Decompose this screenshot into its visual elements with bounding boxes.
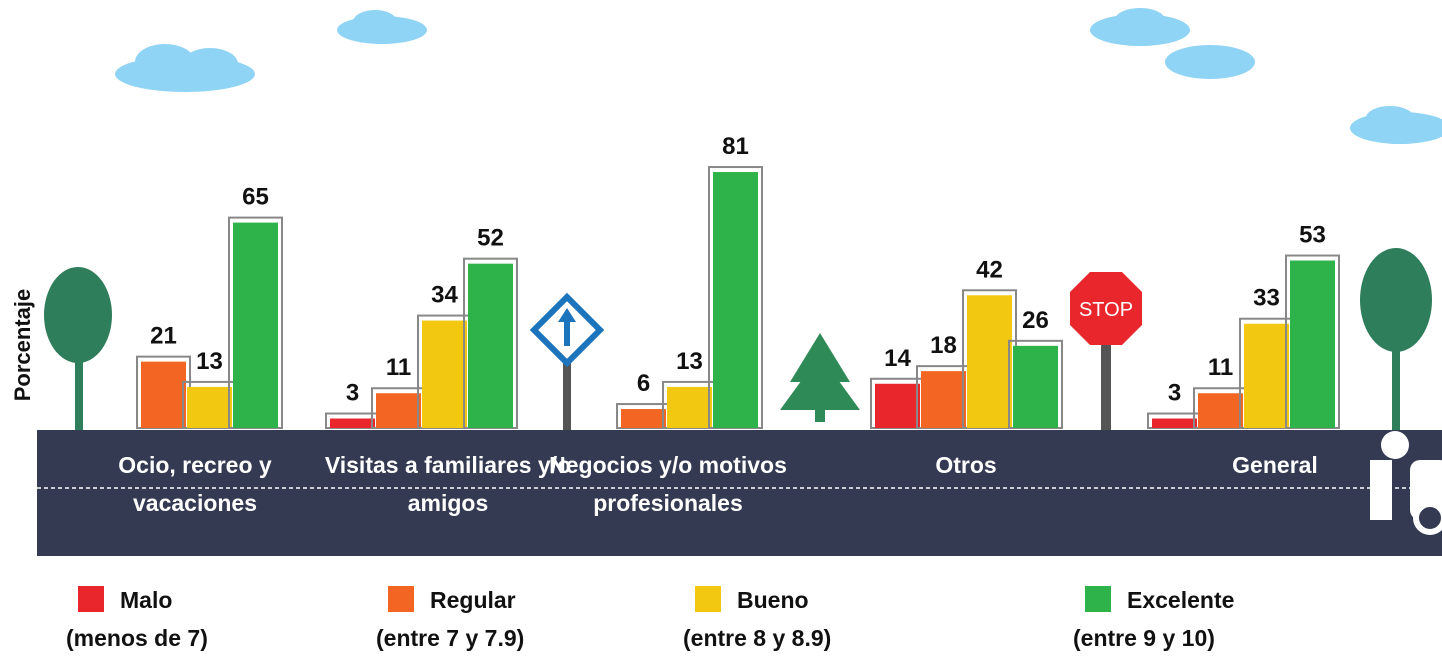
category-label: Otros (935, 452, 997, 478)
decoration (115, 8, 1442, 144)
value-label: 33 (1253, 285, 1280, 312)
bar (875, 383, 920, 428)
bar (233, 222, 278, 428)
value-label: 3 (346, 380, 359, 407)
bar (967, 295, 1012, 428)
value-label: 11 (1208, 354, 1233, 381)
legend-swatch (388, 586, 414, 612)
bar (1244, 323, 1289, 428)
bar (713, 172, 758, 428)
category-label: Ocio, recreo y vacaciones (118, 452, 272, 516)
value-label: 26 (1022, 307, 1049, 334)
bar (468, 263, 513, 428)
value-label: 13 (196, 348, 223, 375)
legend-entry: Bueno (695, 582, 809, 618)
legend-label: Malo (120, 587, 173, 613)
bar (921, 371, 966, 428)
value-label: 11 (386, 354, 411, 381)
legend-label: Excelente (1127, 587, 1235, 613)
bar (1152, 418, 1197, 428)
value-label: 21 (150, 323, 177, 350)
bar (1013, 345, 1058, 428)
decoration: STOP (37, 248, 1442, 556)
legend-description: (menos de 7) (66, 625, 208, 651)
legend-swatch (1085, 586, 1111, 612)
value-label: 52 (477, 225, 504, 252)
value-label: 3 (1168, 380, 1181, 407)
legend-swatch (78, 586, 104, 612)
legend-swatch (695, 586, 721, 612)
value-label: 13 (676, 348, 703, 375)
y-axis-label: Porcentaje (10, 289, 35, 402)
bar (1290, 260, 1335, 428)
category-label: General (1232, 452, 1318, 478)
value-label: 14 (884, 345, 911, 372)
bar (422, 320, 467, 428)
bar (187, 386, 232, 428)
legend-description: (entre 9 y 10) (1073, 625, 1215, 651)
bar (1198, 393, 1243, 428)
value-label: 18 (930, 332, 957, 359)
value-label: 42 (976, 256, 1003, 283)
bar (330, 418, 375, 428)
legend-entry: Excelente (1085, 582, 1234, 618)
value-label: 81 (722, 133, 749, 160)
bar (141, 361, 186, 428)
bar (376, 393, 421, 428)
value-label: 65 (242, 184, 269, 211)
value-label: 53 (1299, 222, 1326, 249)
svg-text:STOP: STOP (1079, 299, 1133, 321)
legend-description: (entre 8 y 8.9) (683, 625, 832, 651)
legend-description: (entre 7 y 7.9) (376, 625, 525, 651)
category-label: Visitas a familiares y/o amigos (324, 452, 572, 516)
bar (667, 386, 712, 428)
legend-label: Bueno (737, 587, 809, 613)
legend-label: Regular (430, 587, 516, 613)
bar (621, 409, 666, 428)
value-label: 34 (431, 282, 458, 309)
legend-entry: Malo (78, 582, 172, 618)
legend-entry: Regular (388, 582, 516, 618)
value-label: 6 (637, 370, 650, 397)
category-label: Negocios y/o motivos profesionales (549, 452, 787, 516)
